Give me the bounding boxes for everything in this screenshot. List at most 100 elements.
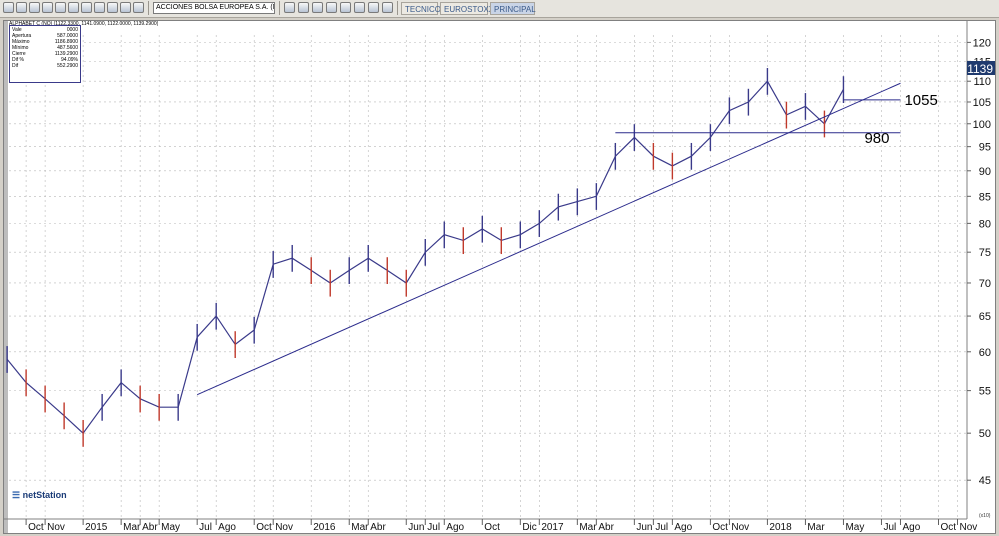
y-tick-label: 95 — [979, 142, 991, 154]
info-label: Vale — [12, 27, 22, 33]
list-icon[interactable] — [354, 2, 365, 13]
y-axis-band — [967, 21, 995, 533]
x-tick-label: May — [845, 522, 864, 533]
info-title: ALPHABET C (NQ) (1122.3300, 1141.0900, 1… — [9, 21, 159, 27]
x-tick-label: Oct — [712, 522, 728, 533]
y-tick-label: 80 — [979, 218, 991, 230]
x-tick-label: Dic — [522, 522, 536, 533]
level-annotation: 1055 — [904, 92, 937, 109]
x-tick-label: Oct — [256, 522, 272, 533]
last-price-label: 1139 — [967, 62, 993, 76]
info-row: Mínimo 487.5600 — [12, 45, 78, 51]
x-tick-label: Ago — [446, 522, 464, 533]
toolbar: ACCIONES BOLSA EUROPEA S.A. (MERCADO CON… — [0, 0, 999, 18]
x-tick-label: Mar — [123, 522, 141, 533]
level-annotation: 980 — [864, 130, 889, 147]
symbol-selector[interactable]: ACCIONES BOLSA EUROPEA S.A. (MERCADO CON… — [153, 2, 275, 14]
settings-icon[interactable] — [120, 2, 131, 13]
info-value: 1139.2900 — [54, 51, 78, 57]
toolbar-separator — [397, 1, 398, 15]
tab-eurostoxx[interactable]: EUROSTOXX — [440, 2, 494, 15]
y-tick-label: 120 — [973, 37, 991, 49]
x-tick-label: Jul — [199, 522, 212, 533]
x-tick-label: Ago — [674, 522, 692, 533]
x-tick-label: Nov — [731, 522, 749, 533]
y-tick-label: 55 — [979, 386, 991, 398]
y-tick-label: 75 — [979, 247, 991, 259]
export-icon[interactable] — [368, 2, 379, 13]
info-label: Cierre — [12, 51, 26, 57]
info-label: Apertura — [12, 33, 32, 39]
info-value: 0000 — [66, 27, 78, 33]
trendline — [196, 82, 901, 396]
brand-text: netStation — [22, 490, 67, 500]
x-tick-label: 2015 — [85, 522, 108, 533]
x-tick-label: Oct — [484, 522, 500, 533]
y-tick-label: 100 — [973, 119, 991, 131]
y-tick-label: 85 — [979, 191, 991, 203]
info-row: Cierre 1139.2900 — [12, 51, 78, 57]
last-price-badge — [967, 61, 995, 75]
new-chart-icon[interactable] — [3, 2, 14, 13]
x-tick-label: Mar — [351, 522, 369, 533]
zoom-icon[interactable] — [81, 2, 92, 13]
period-icon[interactable] — [298, 2, 309, 13]
x-tick-label: Oct — [28, 522, 44, 533]
y-tick-label: 105 — [973, 97, 991, 109]
copy-icon[interactable] — [55, 2, 66, 13]
y-tick-label: 60 — [979, 347, 991, 359]
x-tick-label: Jun — [408, 522, 424, 533]
drawing-icon[interactable] — [326, 2, 337, 13]
paste-icon[interactable] — [68, 2, 79, 13]
indicator-icon[interactable] — [94, 2, 105, 13]
grid-icon[interactable] — [340, 2, 351, 13]
y-tick-label: 70 — [979, 278, 991, 290]
x-tick-label: 2018 — [769, 522, 792, 533]
info-row: Apertura 587.0000 — [12, 33, 78, 39]
print-icon[interactable] — [42, 2, 53, 13]
x-tick-label: May — [161, 522, 180, 533]
toolbar-separator — [148, 1, 149, 15]
y-tick-label: 110 — [973, 76, 991, 88]
info-label: Dif % — [12, 57, 24, 63]
x-tick-label: Jul — [883, 522, 896, 533]
x-tick-label: Abr — [142, 522, 158, 533]
x-tick-label: Mar — [579, 522, 597, 533]
compare-icon[interactable] — [312, 2, 323, 13]
x-tick-label: Nov — [275, 522, 293, 533]
info-label: Máximo — [12, 39, 30, 45]
chart-panel[interactable]: 1055 980 45 50 55 60 65 70 75 80 85 90 95 100 105 110 1… — [3, 20, 996, 534]
scroll-strip[interactable] — [4, 21, 8, 533]
help-icon[interactable] — [133, 2, 144, 13]
info-label: Mínimo — [12, 45, 29, 51]
x-tick-label: Nov — [47, 522, 65, 533]
save-icon[interactable] — [29, 2, 40, 13]
chart-type-icon[interactable] — [284, 2, 295, 13]
x-tick-label: Mar — [807, 522, 825, 533]
y-tick-label: 45 — [979, 475, 991, 487]
x-tick-label: Ago — [902, 522, 920, 533]
line-tool-icon[interactable] — [107, 2, 118, 13]
open-icon[interactable] — [16, 2, 27, 13]
info-value: 94.09% — [61, 57, 78, 63]
info-value: 1186.8900 — [54, 39, 78, 45]
x-tick-label: Ago — [218, 522, 236, 533]
tab-tecnico[interactable]: TECNICO — [401, 2, 441, 15]
x-tick-label: 2017 — [541, 522, 564, 533]
y-tick-label: 90 — [979, 166, 991, 178]
brand-icon: ☰ — [12, 490, 21, 500]
info-row: Dif 552.2900 — [12, 63, 78, 69]
toolbar-separator — [279, 1, 280, 15]
y-tick-label: 65 — [979, 311, 991, 323]
info-label: Dif — [12, 63, 19, 69]
unit-label: (x10) — [979, 513, 991, 519]
info-row: Vale 0000 — [12, 27, 78, 33]
x-tick-label: Abr — [598, 522, 614, 533]
tab-principal[interactable]: PRINCIPAL — [490, 2, 536, 15]
info-row: Máximo 1186.8900 — [12, 39, 78, 45]
refresh-icon[interactable] — [382, 2, 393, 13]
info-box: Vale 0000 Apertura 587.0000 Máximo 1186.8900 M… — [9, 25, 81, 83]
x-tick-label: Jun — [636, 522, 652, 533]
info-value: 487.5600 — [57, 45, 78, 51]
